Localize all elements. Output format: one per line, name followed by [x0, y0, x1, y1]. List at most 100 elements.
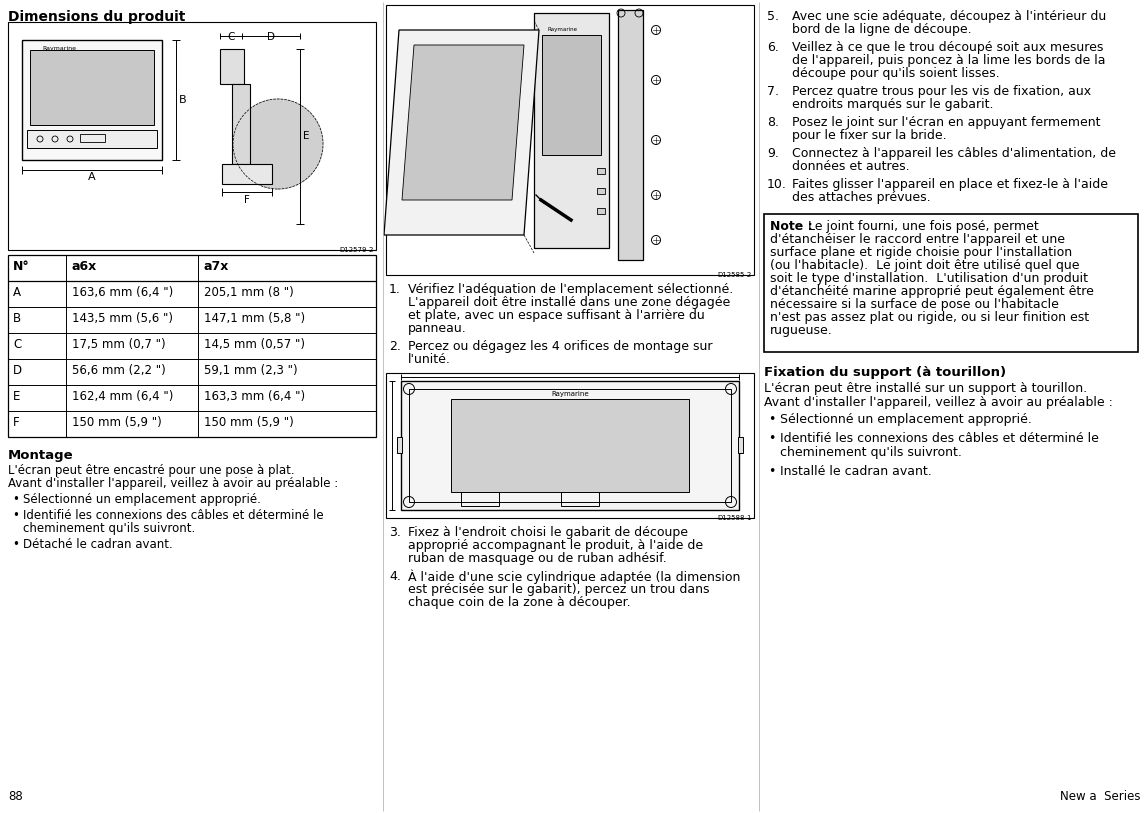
- Text: Avec une scie adéquate, découpez à l'intérieur du: Avec une scie adéquate, découpez à l'int…: [792, 10, 1107, 23]
- Text: Connectez à l'appareil les câbles d'alimentation, de: Connectez à l'appareil les câbles d'alim…: [792, 147, 1116, 160]
- Bar: [542, 35, 602, 155]
- Text: Raymarine: Raymarine: [42, 46, 76, 51]
- Text: Veillez à ce que le trou découpé soit aux mesures: Veillez à ce que le trou découpé soit au…: [792, 41, 1103, 54]
- Text: A: A: [13, 286, 21, 299]
- Text: d'étanchéiser le raccord entre l'appareil et une: d'étanchéiser le raccord entre l'apparei…: [770, 233, 1065, 246]
- Text: •: •: [768, 413, 775, 426]
- Text: New a  Series: New a Series: [1060, 790, 1140, 803]
- Text: 17,5 mm (0,7 "): 17,5 mm (0,7 "): [72, 338, 165, 351]
- Text: 150 mm (5,9 "): 150 mm (5,9 "): [204, 416, 294, 429]
- Text: surface plane et rigide choisie pour l'installation: surface plane et rigide choisie pour l'i…: [770, 246, 1072, 259]
- Text: B: B: [13, 312, 21, 325]
- Text: Note :: Note :: [770, 220, 821, 233]
- Text: de l'appareil, puis poncez à la lime les bords de la: de l'appareil, puis poncez à la lime les…: [792, 54, 1106, 67]
- Bar: [8, 22, 377, 250]
- Text: 4.: 4.: [389, 570, 401, 583]
- Text: Dimensions du produit: Dimensions du produit: [8, 10, 185, 24]
- Text: Avant d'installer l'appareil, veillez à avoir au préalable :: Avant d'installer l'appareil, veillez à …: [765, 396, 1112, 409]
- Bar: [451, 399, 689, 492]
- Bar: [22, 40, 162, 160]
- Text: rugueuse.: rugueuse.: [770, 324, 832, 337]
- Text: E: E: [303, 131, 310, 141]
- Bar: [222, 164, 272, 184]
- Text: Identifié les connexions des câbles et déterminé le: Identifié les connexions des câbles et d…: [779, 432, 1099, 445]
- Text: 163,6 mm (6,4 "): 163,6 mm (6,4 "): [72, 286, 173, 299]
- Text: D12588-1: D12588-1: [718, 515, 752, 521]
- Text: 2.: 2.: [389, 340, 401, 353]
- Text: •: •: [768, 465, 775, 478]
- Bar: [386, 373, 754, 518]
- Text: 163,3 mm (6,4 "): 163,3 mm (6,4 "): [204, 390, 305, 403]
- Bar: [597, 208, 605, 214]
- Text: approprié accompagnant le produit, à l'aide de: approprié accompagnant le produit, à l'a…: [408, 539, 703, 552]
- Text: 3.: 3.: [389, 526, 401, 539]
- Text: Raymarine: Raymarine: [548, 27, 577, 32]
- Text: A: A: [88, 172, 95, 182]
- Text: bord de la ligne de découpe.: bord de la ligne de découpe.: [792, 23, 971, 36]
- Text: •: •: [11, 509, 18, 522]
- Text: 9.: 9.: [767, 147, 778, 160]
- Bar: [28, 130, 157, 148]
- Text: données et autres.: données et autres.: [792, 160, 909, 173]
- Text: pour le fixer sur la bride.: pour le fixer sur la bride.: [792, 129, 947, 142]
- Text: Montage: Montage: [8, 449, 73, 462]
- Bar: [597, 188, 605, 194]
- Text: 205,1 mm (8 "): 205,1 mm (8 "): [204, 286, 294, 299]
- Text: 8.: 8.: [767, 116, 779, 129]
- Text: Faites glisser l'appareil en place et fixez-le à l'aide: Faites glisser l'appareil en place et fi…: [792, 178, 1108, 191]
- Text: Percez quatre trous pour les vis de fixation, aux: Percez quatre trous pour les vis de fixa…: [792, 85, 1091, 98]
- Text: a6x: a6x: [71, 260, 96, 273]
- Text: Identifié les connexions des câbles et déterminé le: Identifié les connexions des câbles et d…: [23, 509, 324, 522]
- Bar: [220, 49, 245, 84]
- Text: soit le type d'installation.  L'utilisation d'un produit: soit le type d'installation. L'utilisati…: [770, 272, 1088, 285]
- Text: 6.: 6.: [767, 41, 778, 54]
- Bar: [461, 492, 499, 506]
- Text: 88: 88: [8, 790, 23, 803]
- Text: Fixation du support (à tourillon): Fixation du support (à tourillon): [765, 366, 1006, 379]
- Text: nécessaire si la surface de pose ou l'habitacle: nécessaire si la surface de pose ou l'ha…: [770, 298, 1058, 311]
- Text: 10.: 10.: [767, 178, 786, 191]
- Bar: [597, 168, 605, 174]
- Text: L'écran peut être encastré pour une pose à plat.: L'écran peut être encastré pour une pose…: [8, 464, 295, 477]
- Text: panneau.: panneau.: [408, 322, 467, 335]
- Text: Avant d'installer l'appareil, veillez à avoir au préalable :: Avant d'installer l'appareil, veillez à …: [8, 477, 339, 490]
- Text: Le joint fourni, une fois posé, permet: Le joint fourni, une fois posé, permet: [808, 220, 1039, 233]
- Text: Raymarine: Raymarine: [551, 391, 589, 397]
- Text: 143,5 mm (5,6 "): 143,5 mm (5,6 "): [72, 312, 173, 325]
- Bar: [8, 255, 377, 437]
- Text: D12579-2: D12579-2: [340, 247, 374, 253]
- Text: N°: N°: [13, 260, 30, 273]
- Text: 147,1 mm (5,8 "): 147,1 mm (5,8 "): [204, 312, 305, 325]
- Text: •: •: [11, 493, 18, 506]
- Text: 14,5 mm (0,57 "): 14,5 mm (0,57 "): [204, 338, 305, 351]
- Bar: [561, 492, 599, 506]
- Text: 1.: 1.: [389, 283, 401, 296]
- Text: n'est pas assez plat ou rigide, ou si leur finition est: n'est pas assez plat ou rigide, ou si le…: [770, 311, 1089, 324]
- Text: d'étanchéité marine approprié peut également être: d'étanchéité marine approprié peut égale…: [770, 285, 1094, 298]
- Circle shape: [233, 99, 323, 189]
- Text: Vérifiez l'adéquation de l'emplacement sélectionné.: Vérifiez l'adéquation de l'emplacement s…: [408, 283, 734, 296]
- Polygon shape: [383, 30, 540, 235]
- Text: Détaché le cadran avant.: Détaché le cadran avant.: [23, 538, 172, 551]
- Text: •: •: [768, 432, 775, 445]
- Text: 56,6 mm (2,2 "): 56,6 mm (2,2 "): [72, 364, 165, 377]
- Text: découpe pour qu'ils soient lisses.: découpe pour qu'ils soient lisses.: [792, 67, 1000, 80]
- Text: et plate, avec un espace suffisant à l'arrière du: et plate, avec un espace suffisant à l'a…: [408, 309, 705, 322]
- Text: C: C: [227, 32, 234, 42]
- Text: L'écran peut être installé sur un support à tourillon.: L'écran peut être installé sur un suppor…: [765, 382, 1087, 395]
- Text: 59,1 mm (2,3 "): 59,1 mm (2,3 "): [204, 364, 297, 377]
- Polygon shape: [402, 45, 523, 200]
- Text: Sélectionné un emplacement approprié.: Sélectionné un emplacement approprié.: [23, 493, 261, 506]
- Text: •: •: [11, 538, 18, 551]
- Text: B: B: [179, 95, 187, 105]
- Text: D12585-2: D12585-2: [718, 272, 752, 278]
- Text: Installé le cadran avant.: Installé le cadran avant.: [779, 465, 932, 478]
- Text: Sélectionné un emplacement approprié.: Sélectionné un emplacement approprié.: [779, 413, 1032, 426]
- Text: 162,4 mm (6,4 "): 162,4 mm (6,4 "): [72, 390, 173, 403]
- Text: (ou l'habitacle).  Le joint doit être utilisé quel que: (ou l'habitacle). Le joint doit être uti…: [770, 259, 1079, 272]
- Text: Posez le joint sur l'écran en appuyant fermement: Posez le joint sur l'écran en appuyant f…: [792, 116, 1101, 129]
- Text: est précisée sur le gabarit), percez un trou dans: est précisée sur le gabarit), percez un …: [408, 583, 709, 596]
- Text: cheminement qu'ils suivront.: cheminement qu'ils suivront.: [779, 446, 962, 459]
- Bar: [386, 5, 754, 275]
- Text: À l'aide d'une scie cylindrique adaptée (la dimension: À l'aide d'une scie cylindrique adaptée …: [408, 570, 740, 585]
